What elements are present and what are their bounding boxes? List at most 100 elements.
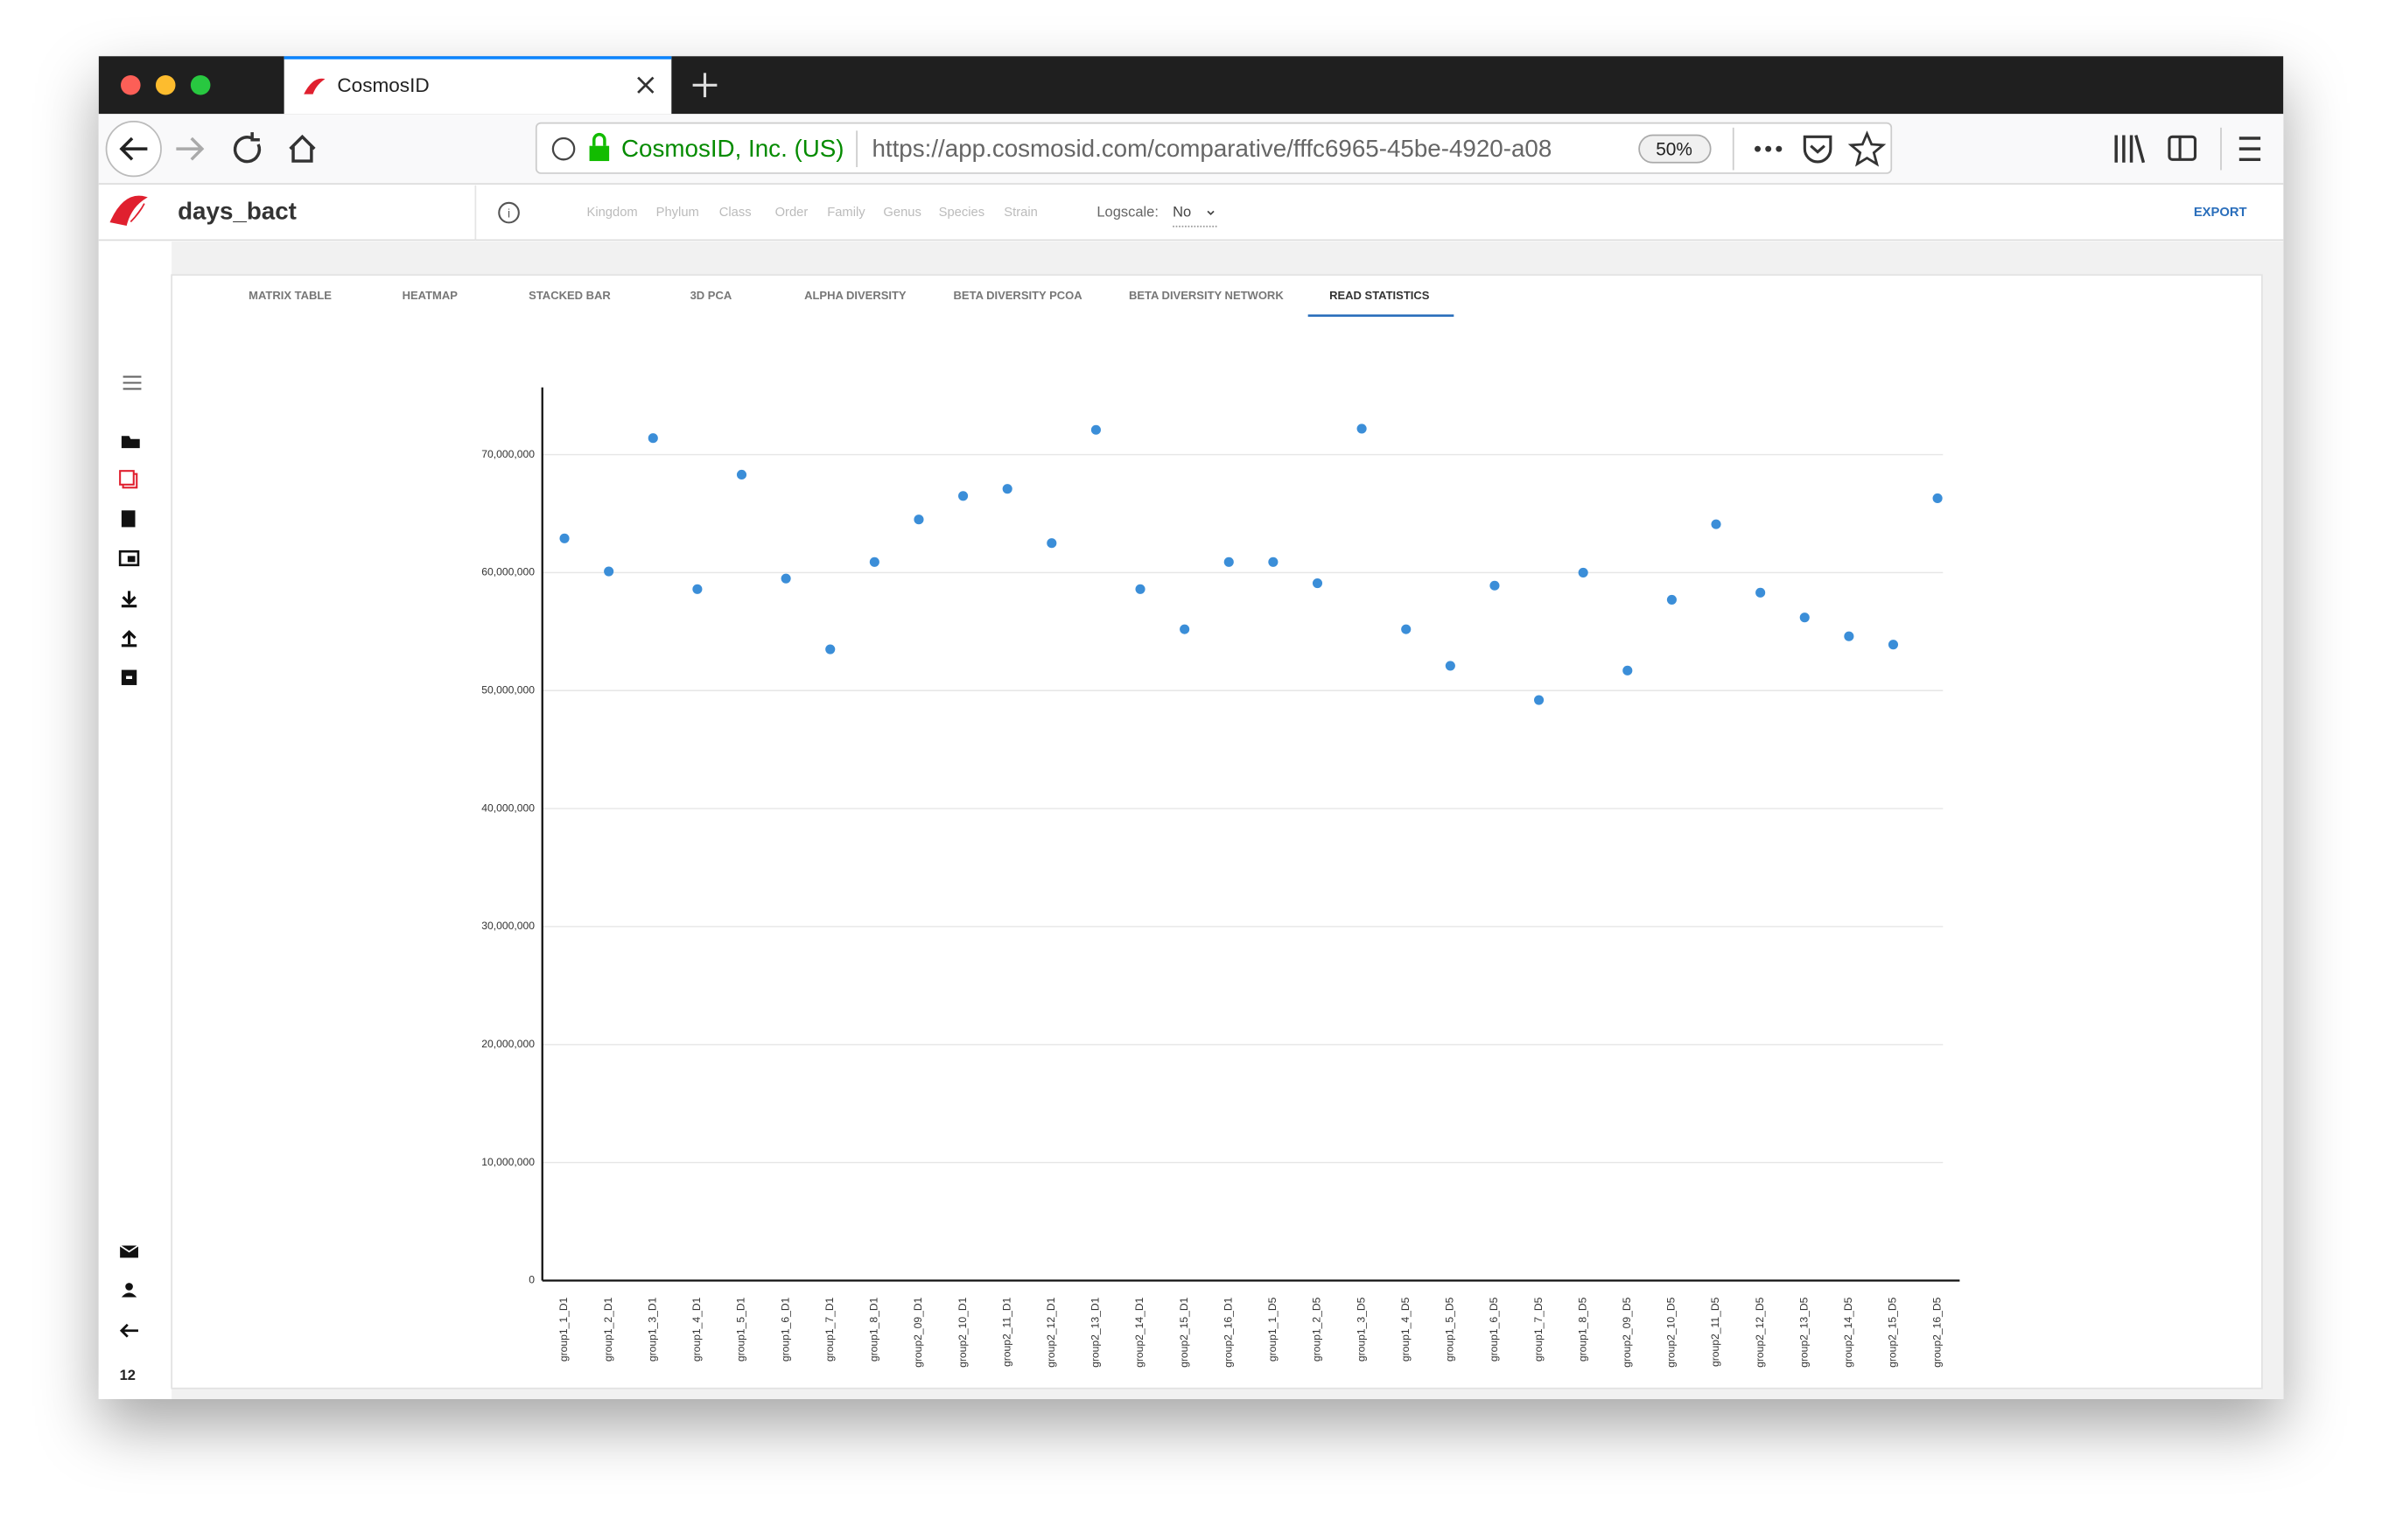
left-sidebar (98, 242, 172, 1399)
user-icon[interactable] (125, 1283, 133, 1291)
download-icon[interactable] (121, 591, 137, 608)
user-body (121, 1292, 137, 1298)
x-tick-label: group2_16_D5 (1930, 1297, 1943, 1368)
tab[interactable] (284, 56, 672, 115)
export-button[interactable]: EXPORT (2194, 206, 2247, 220)
library-button[interactable] (2114, 135, 2146, 164)
x-tick-label: group1_5_D1 (735, 1297, 747, 1362)
minimize-button[interactable] (155, 74, 176, 95)
level-option[interactable]: Order (775, 206, 809, 220)
active-tab-indicator (1307, 314, 1454, 317)
pocket-button[interactable] (1803, 135, 1832, 164)
reload-button[interactable] (233, 132, 262, 164)
url: https://app.cosmosid.com/comparative/fff… (872, 135, 1552, 162)
data-point (1622, 665, 1633, 676)
back-icon (119, 136, 148, 161)
data-point (1047, 538, 1057, 549)
info-icon[interactable] (551, 136, 576, 161)
level-option[interactable]: Strain (1004, 206, 1038, 220)
level-option[interactable]: Family (827, 206, 865, 220)
sidebar-menu[interactable] (123, 375, 142, 390)
y-tick-label: 40,000,000 (481, 802, 535, 814)
x-tick-label: group2_14_D5 (1842, 1297, 1854, 1368)
level-option[interactable]: Genus (883, 206, 921, 220)
archive-slot (126, 676, 133, 680)
site-identity: CosmosID, Inc. (US) (621, 135, 844, 162)
data-point (1090, 424, 1101, 435)
data-point (604, 566, 614, 577)
app-logo[interactable] (109, 195, 148, 226)
x-tick-label: group1_3_D1 (646, 1297, 658, 1362)
logscale-label: Logscale: (1096, 204, 1159, 220)
zoom-button[interactable] (190, 74, 211, 95)
data-point (692, 584, 703, 594)
favicon (304, 78, 326, 94)
x-tick-label: group1_8_D1 (868, 1297, 880, 1362)
zoom-level: 50% (1656, 139, 1692, 159)
logout-icon[interactable] (119, 1323, 138, 1338)
view-tab[interactable]: STACKED BAR (529, 289, 611, 302)
tab-bar: MATRIX TABLE HEATMAP STACKED BAR 3D PCA ALPH… (249, 289, 1430, 302)
level-option[interactable]: Class (719, 206, 752, 220)
home-button[interactable] (289, 134, 316, 163)
x-tick-label: group1_1_D5 (1266, 1297, 1279, 1362)
level-option[interactable]: Phylum (656, 206, 699, 220)
tab-title: CosmosID (337, 74, 429, 96)
folder-icon[interactable] (121, 436, 140, 449)
x-tick-label: group2_15_D5 (1887, 1297, 1899, 1368)
url-bar[interactable] (535, 122, 1893, 174)
bookmark-button[interactable] (1847, 130, 1887, 167)
page-actions[interactable] (1755, 145, 1783, 152)
level-option[interactable]: Species (939, 206, 984, 220)
y-tick-label: 20,000,000 (481, 1038, 535, 1050)
view-tab[interactable]: BETA DIVERSITY NETWORK (1129, 289, 1284, 302)
data-point (1002, 484, 1012, 494)
data-point (1135, 584, 1145, 594)
data-point (1401, 624, 1412, 634)
menu-button[interactable] (2238, 136, 2261, 162)
book-icon[interactable] (121, 510, 136, 528)
view-tab[interactable]: ALPHA DIVERSITY (804, 289, 907, 302)
x-tick-label: group1_2_D1 (602, 1297, 614, 1362)
read-statistics-chart: 0 10,000,000 20,000,000 30,000,000 40,000,00… (481, 387, 1960, 1368)
card (171, 274, 2263, 1390)
x-tick-label: group1_3_D5 (1355, 1297, 1367, 1362)
data-point (1356, 424, 1367, 434)
view-tab[interactable]: MATRIX TABLE (249, 289, 332, 302)
view-tab[interactable]: READ STATISTICS (1329, 289, 1430, 302)
sidebar-count: 12 (120, 1368, 136, 1383)
x-tick-label: group2_13_D1 (1089, 1297, 1102, 1368)
data-point (869, 556, 879, 567)
zoom-badge[interactable] (1638, 134, 1712, 164)
sidebar-button[interactable] (2168, 135, 2197, 161)
tab-close[interactable] (637, 76, 655, 94)
data-point (648, 433, 658, 444)
info-glyph: i (508, 206, 510, 220)
comparative-icon-front (119, 470, 135, 486)
y-tick-label: 50,000,000 (481, 683, 535, 696)
window-icon[interactable] (118, 550, 140, 567)
x-tick-label: group2_15_D1 (1178, 1297, 1190, 1368)
logscale-value[interactable]: No (1173, 204, 1191, 220)
level-option[interactable]: Kingdom (586, 206, 637, 220)
logscale-caret (1207, 210, 1215, 216)
view-tab[interactable]: 3D PCA (690, 289, 732, 302)
forward-button[interactable] (176, 136, 205, 161)
info-button[interactable] (498, 201, 520, 224)
lock-shackle (592, 132, 606, 146)
view-tab[interactable]: HEATMAP (403, 289, 459, 302)
x-tick-label: group2_10_D5 (1665, 1297, 1678, 1368)
tab-indicator (284, 56, 672, 60)
window-icon-inner (127, 556, 136, 563)
new-tab[interactable] (692, 73, 718, 98)
close-button[interactable] (121, 74, 141, 95)
x-tick-label: group2_11_D1 (1000, 1297, 1012, 1367)
x-tick-label: group1_5_D5 (1444, 1297, 1456, 1362)
data-point (914, 514, 924, 525)
view-tab[interactable]: BETA DIVERSITY PCOA (954, 289, 1083, 302)
x-tick-label: group2_16_D1 (1222, 1297, 1234, 1368)
x-tick-label: group1_4_D1 (690, 1297, 703, 1362)
y-tick-label: 30,000,000 (481, 920, 535, 932)
upload-icon[interactable] (121, 629, 137, 648)
